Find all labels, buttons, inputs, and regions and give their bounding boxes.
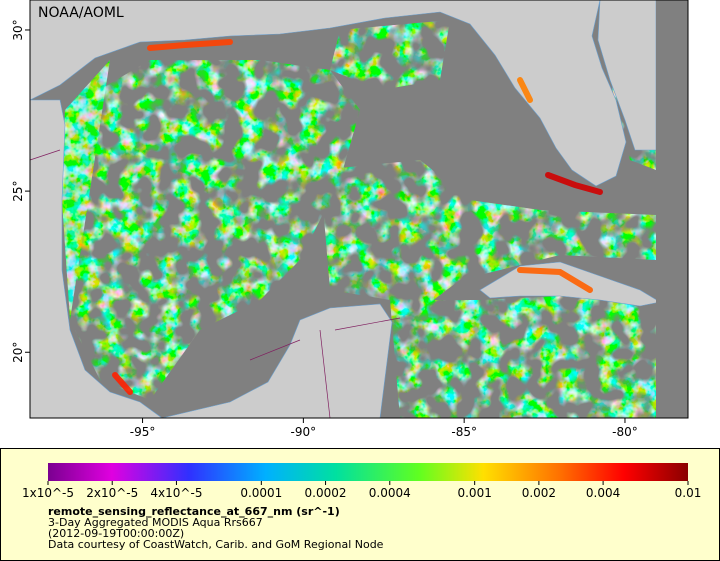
colorbar-tick-label: 0.001 [457,486,491,500]
colorbar-ticks: 1x10^-5 2x10^-5 4x10^-5 0.0001 0.0002 0.0004 0… [22,481,701,500]
colorbar-tick-label: 0.002 [522,486,556,500]
x-tick-label: -90° [291,425,317,439]
caption-title: remote_sensing_reflectance_at_667_nm (sr… [48,505,340,518]
colorbar-tick-label: 0.0001 [240,486,282,500]
colorbar-tick-label: 0.0002 [305,486,347,500]
colorbar [48,463,688,481]
colorbar-tick-label: 4x10^-5 [150,486,202,500]
axes: -95° -90° -85° -80° 20° 25° 30° [11,19,638,439]
colorbar-tick-label: 0.01 [675,486,702,500]
x-tick-label: -85° [451,425,477,439]
y-tick-label: 20° [11,342,25,363]
caption-line: 3-Day Aggregated MODIS Aqua Rrs667 [48,516,263,529]
y-tick-label: 25° [11,180,25,201]
caption-line: (2012-09-19T00:00:00Z) [48,527,184,540]
y-tick-label: 30° [11,19,25,40]
map-image [29,0,689,419]
caption-line: Data courtesy of CoastWatch, Carib. and … [48,538,384,551]
colorbar-tick-label: 2x10^-5 [86,486,138,500]
x-tick-label: -95° [130,425,156,439]
credit: NOAA/AOML [38,5,124,21]
x-tick-label: -80° [612,425,638,439]
colorbar-tick-label: 0.0004 [369,486,411,500]
colorbar-tick-label: 1x10^-5 [22,486,74,500]
colorbar-tick-label: 0.004 [586,486,620,500]
